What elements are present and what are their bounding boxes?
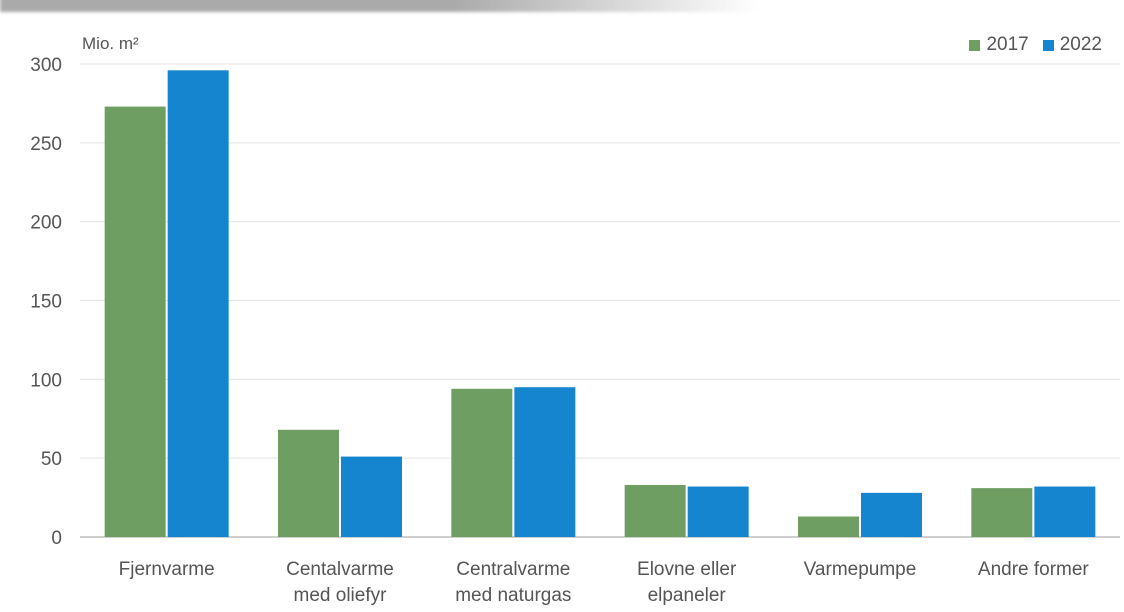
bar-2022-1	[341, 456, 402, 537]
bar-2017-5	[971, 488, 1033, 537]
chart-legend: 2017 2022	[969, 34, 1102, 56]
x-category-label: elpaneler	[648, 585, 727, 606]
y-tick-label: 150	[30, 292, 62, 313]
legend-item-2022: 2022	[1042, 34, 1102, 56]
legend-swatch-2022	[1042, 39, 1054, 51]
bar-2022-0	[167, 70, 229, 537]
y-tick-label: 50	[41, 449, 62, 470]
bar-2017-0	[104, 106, 166, 537]
bar-2022-4	[861, 492, 922, 537]
y-tick-label: 0	[51, 528, 62, 549]
bar-2022-2	[514, 387, 576, 537]
bar-2022-3	[687, 486, 749, 537]
cropped-title-strip	[0, 0, 760, 12]
y-tick-label: 300	[30, 55, 62, 76]
bar-2022-5	[1034, 486, 1096, 537]
legend-label-2022: 2022	[1059, 34, 1102, 55]
bar-2017-4	[798, 516, 859, 537]
y-tick-label: 100	[30, 370, 62, 391]
legend-swatch-2017	[969, 39, 981, 51]
legend-item-2017: 2017	[969, 34, 1029, 56]
x-category-label: Centralvarme	[456, 559, 570, 580]
bar-2017-3	[624, 484, 686, 537]
x-category-label: Varmepumpe	[804, 559, 917, 580]
x-category-label: Andre former	[978, 559, 1090, 580]
x-category-label: med oliefyr	[294, 585, 388, 606]
x-category-label: Centalvarme	[286, 559, 394, 580]
x-category-label: med naturgas	[455, 585, 571, 606]
x-category-label: Elovne eller	[637, 559, 737, 580]
bar-2017-1	[278, 429, 339, 537]
y-tick-label: 250	[30, 134, 62, 155]
bar-2017-2	[451, 388, 513, 537]
x-category-label: Fjernvarme	[119, 559, 215, 580]
legend-label-2017: 2017	[986, 34, 1029, 55]
y-axis-unit-label: Mio. m²	[82, 34, 139, 53]
y-tick-label: 200	[30, 213, 62, 234]
